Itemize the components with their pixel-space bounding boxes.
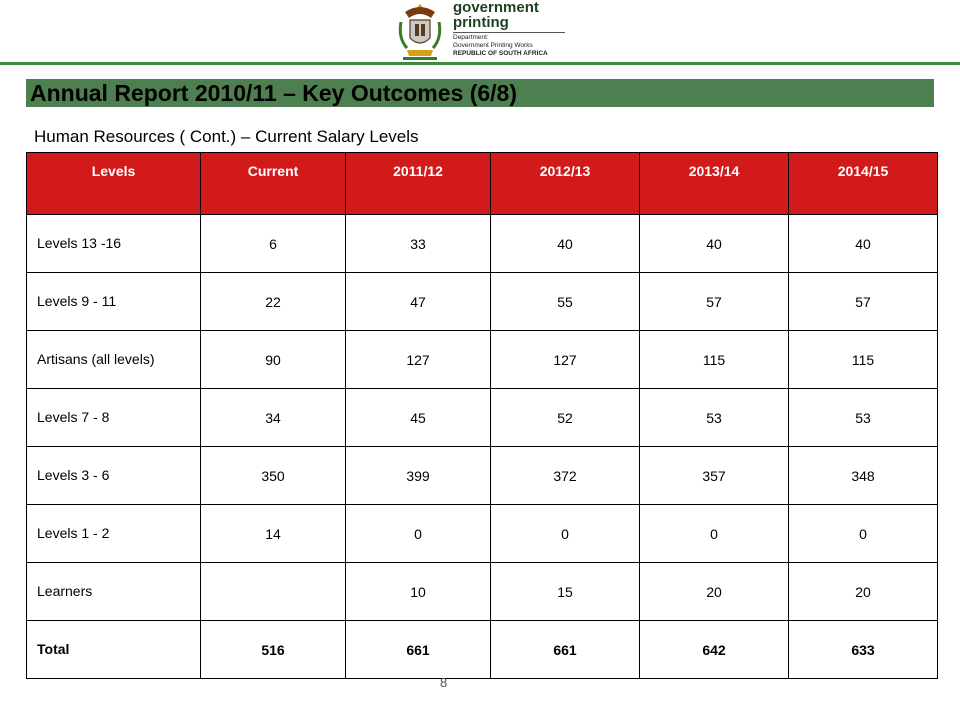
table-row: Levels 1 - 2 14 0 0 0 0 xyxy=(26,504,938,563)
cell-2014-15: 57 xyxy=(788,272,938,331)
cell-2012-13: 372 xyxy=(490,446,640,505)
table-row: Levels 3 - 6 350 399 372 357 348 xyxy=(26,446,938,505)
table-row: Levels 7 - 8 34 45 52 53 53 xyxy=(26,388,938,447)
cell-2012-13: 55 xyxy=(490,272,640,331)
table-row: Artisans (all levels) 90 127 127 115 115 xyxy=(26,330,938,389)
cell-2014-15: 115 xyxy=(788,330,938,389)
row-label: Levels 3 - 6 xyxy=(26,446,201,505)
cell-2014-15: 20 xyxy=(788,562,938,621)
row-label: Learners xyxy=(26,562,201,621)
logo-department-info: Department: Government Printing Works RE… xyxy=(453,34,548,58)
title-bar: Annual Report 2010/11 – Key Outcomes (6/… xyxy=(26,79,934,107)
coat-of-arms-icon xyxy=(398,4,442,60)
cell-2011-12: 45 xyxy=(345,388,491,447)
cell-current: 22 xyxy=(200,272,346,331)
cell-current xyxy=(200,562,346,621)
cell-2011-12: 399 xyxy=(345,446,491,505)
logo-line1: government xyxy=(453,0,539,16)
cell-2011-12: 661 xyxy=(345,620,491,679)
cell-2013-14: 57 xyxy=(639,272,789,331)
cell-2012-13: 0 xyxy=(490,504,640,563)
cell-2012-13: 661 xyxy=(490,620,640,679)
cell-2014-15: 40 xyxy=(788,214,938,273)
row-label: Levels 13 -16 xyxy=(26,214,201,273)
row-label: Levels 9 - 11 xyxy=(26,272,201,331)
table-row: Levels 13 -16 6 33 40 40 40 xyxy=(26,214,938,273)
cell-2011-12: 127 xyxy=(345,330,491,389)
header-2013-14: 2013/14 xyxy=(639,152,789,215)
cell-2012-13: 40 xyxy=(490,214,640,273)
header-levels: Levels xyxy=(26,152,201,215)
cell-current: 516 xyxy=(200,620,346,679)
cell-2013-14: 20 xyxy=(639,562,789,621)
cell-2011-12: 47 xyxy=(345,272,491,331)
row-label: Artisans (all levels) xyxy=(26,330,201,389)
header-2011-12: 2011/12 xyxy=(345,152,491,215)
logo-dept-label: Department: xyxy=(453,34,489,41)
table-row: Levels 9 - 11 22 47 55 57 57 xyxy=(26,272,938,331)
cell-2012-13: 15 xyxy=(490,562,640,621)
logo-text: government printing xyxy=(453,0,539,30)
cell-2013-14: 53 xyxy=(639,388,789,447)
cell-2013-14: 40 xyxy=(639,214,789,273)
cell-2011-12: 0 xyxy=(345,504,491,563)
header-current: Current xyxy=(200,152,346,215)
row-label: Levels 1 - 2 xyxy=(26,504,201,563)
header-divider xyxy=(0,62,960,65)
table-header-row: Levels Current 2011/12 2012/13 2013/14 2… xyxy=(26,152,938,215)
logo-line2: printing xyxy=(453,14,509,31)
cell-current: 14 xyxy=(200,504,346,563)
cell-2013-14: 357 xyxy=(639,446,789,505)
header-2012-13: 2012/13 xyxy=(490,152,640,215)
cell-current: 90 xyxy=(200,330,346,389)
cell-current: 34 xyxy=(200,388,346,447)
logo: government printing Department: Governme… xyxy=(395,0,595,62)
row-label: Levels 7 - 8 xyxy=(26,388,201,447)
cell-2013-14: 115 xyxy=(639,330,789,389)
cell-current: 6 xyxy=(200,214,346,273)
row-label: Total xyxy=(26,620,201,679)
logo-dept-name: Government Printing Works xyxy=(453,42,533,49)
cell-2011-12: 10 xyxy=(345,562,491,621)
header-2014-15: 2014/15 xyxy=(788,152,938,215)
cell-2012-13: 127 xyxy=(490,330,640,389)
salary-levels-table: Levels Current 2011/12 2012/13 2013/14 2… xyxy=(26,152,938,679)
cell-current: 350 xyxy=(200,446,346,505)
cell-2012-13: 52 xyxy=(490,388,640,447)
cell-2014-15: 633 xyxy=(788,620,938,679)
page-subtitle: Human Resources ( Cont.) – Current Salar… xyxy=(34,127,419,146)
page-number: 8 xyxy=(440,675,448,690)
table-row: Learners 10 15 20 20 xyxy=(26,562,938,621)
cell-2013-14: 642 xyxy=(639,620,789,679)
cell-2014-15: 348 xyxy=(788,446,938,505)
table-total-row: Total 516 661 661 642 633 xyxy=(26,620,938,679)
cell-2011-12: 33 xyxy=(345,214,491,273)
cell-2014-15: 0 xyxy=(788,504,938,563)
cell-2014-15: 53 xyxy=(788,388,938,447)
logo-divider xyxy=(453,32,565,33)
cell-2013-14: 0 xyxy=(639,504,789,563)
page-title: Annual Report 2010/11 – Key Outcomes (6/… xyxy=(30,80,518,106)
logo-country: REPUBLIC OF SOUTH AFRICA xyxy=(453,50,548,57)
